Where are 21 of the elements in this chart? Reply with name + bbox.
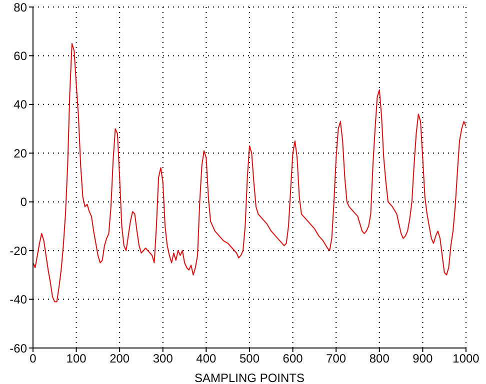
y-tick-label: -60: [10, 341, 28, 356]
x-tick-label: 700: [326, 352, 346, 366]
y-tick-label: 40: [14, 98, 28, 112]
y-tick-label: -20: [10, 244, 28, 258]
x-tick-label: 0: [30, 352, 37, 366]
y-tick-label: 20: [14, 146, 28, 160]
y-tick-label: 80: [14, 0, 28, 14]
x-tick-label: 100: [66, 352, 87, 366]
x-tick-label: 900: [412, 352, 434, 366]
x-axis-title: SAMPLING POINTS: [194, 371, 305, 384]
y-tick-label: -40: [10, 292, 28, 307]
x-tick-label: 800: [369, 352, 390, 366]
x-tick-label: 300: [152, 352, 174, 366]
y-tick-label: 60: [14, 48, 28, 63]
y-tick-label: 0: [20, 195, 28, 210]
line-series: [33, 43, 466, 302]
x-tick-label: 500: [239, 352, 260, 366]
x-tick-label: 400: [196, 352, 217, 366]
x-tick-label: 600: [282, 352, 304, 366]
x-tick-label: 1000: [452, 352, 480, 366]
x-tick-label: 200: [110, 352, 130, 366]
